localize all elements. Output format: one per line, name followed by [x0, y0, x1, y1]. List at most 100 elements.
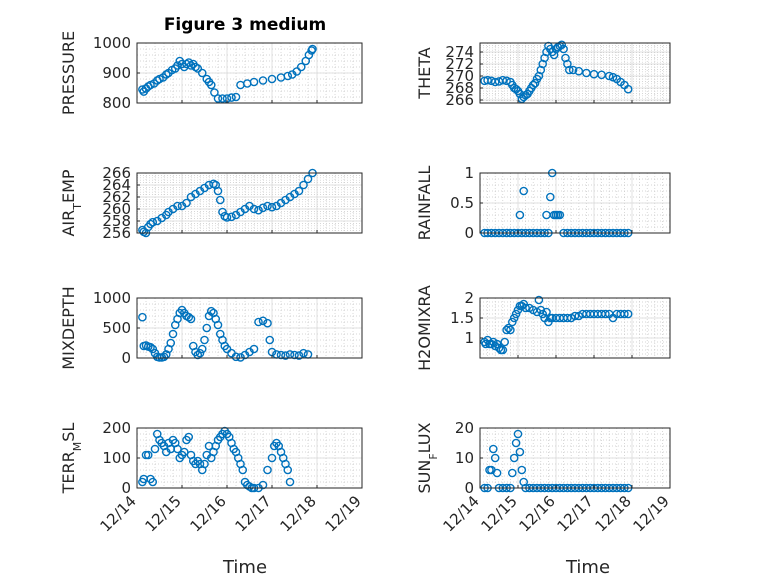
data-point	[506, 325, 515, 335]
y-tick-label: 100	[102, 449, 131, 467]
data-point	[555, 210, 565, 220]
figure-title: Figure 3 medium	[164, 15, 326, 35]
data-point	[507, 468, 517, 478]
data-point	[179, 447, 189, 457]
data-point	[530, 78, 540, 88]
x-axis-label-right: Time	[565, 557, 610, 578]
y-tick-label: 260	[102, 200, 131, 218]
data-point	[299, 180, 308, 190]
data-point	[143, 450, 153, 460]
data-point	[509, 313, 519, 323]
data-point	[236, 353, 245, 362]
y-tick-label: 2	[464, 289, 474, 307]
axes-frame	[479, 42, 671, 104]
data-point	[509, 453, 519, 463]
data-point	[500, 337, 510, 347]
data-point	[186, 314, 196, 324]
data-point	[283, 465, 293, 475]
y-tick-label: 266	[102, 164, 131, 182]
data-point	[150, 444, 160, 454]
y-axis-label: TERRMSL	[59, 423, 84, 495]
y-tick-label: 274	[445, 43, 474, 61]
y-tick-label: 256	[102, 224, 131, 242]
data-point	[222, 213, 232, 222]
data-point	[492, 468, 502, 478]
data-point	[515, 447, 525, 457]
data-point	[159, 352, 169, 362]
data-point	[166, 338, 176, 348]
y-tick-label: 800	[102, 94, 131, 112]
x-axis-label-left: Time	[222, 557, 267, 578]
y-tick-label: 900	[102, 64, 131, 82]
y-tick-label: 1.5	[450, 309, 474, 327]
data-point	[519, 299, 529, 309]
data-point	[502, 76, 511, 86]
axes-frame	[136, 172, 363, 234]
data-point	[490, 77, 500, 87]
data-point	[258, 76, 268, 85]
data-point	[206, 306, 216, 316]
data-point	[267, 453, 277, 463]
data-point	[502, 325, 511, 335]
data-point	[519, 477, 529, 487]
data-point	[281, 351, 290, 360]
data-point	[528, 80, 538, 90]
data-point	[200, 459, 209, 469]
y-axis-label: SUNFLUX	[415, 422, 440, 493]
y-tick-label: 262	[102, 188, 131, 206]
data-point	[299, 348, 308, 358]
data-point	[601, 309, 610, 319]
data-point	[623, 84, 633, 94]
data-point	[507, 317, 517, 327]
data-point	[538, 59, 548, 69]
y-tick-label: 258	[102, 212, 131, 230]
data-point	[549, 50, 559, 60]
data-point	[267, 74, 277, 84]
data-point	[173, 444, 182, 454]
data-point	[561, 53, 570, 63]
data-point	[559, 44, 568, 54]
data-point	[557, 40, 567, 50]
data-point	[267, 202, 277, 212]
data-point	[249, 77, 259, 87]
data-point	[249, 204, 259, 214]
data-point	[231, 92, 241, 102]
panel-6: 1 1.5 2 H2OMIXRA	[415, 285, 671, 371]
data-point	[168, 329, 178, 339]
data-point	[492, 339, 502, 349]
data-point	[536, 65, 546, 75]
data-point	[184, 432, 194, 442]
y-tick-label: 272	[445, 55, 474, 73]
data-point	[536, 305, 546, 315]
data-point	[231, 352, 241, 362]
data-point	[488, 444, 498, 454]
data-point	[534, 295, 544, 305]
data-point	[303, 174, 313, 184]
data-point	[511, 438, 521, 448]
data-point	[249, 344, 259, 354]
data-point	[263, 201, 272, 211]
y-tick-label: 0	[121, 349, 131, 367]
y-axis-label: H2OMIXRA	[415, 285, 434, 371]
data-point	[290, 350, 299, 360]
y-axis-label: AIRTEMP	[59, 169, 84, 236]
data-point	[481, 339, 491, 349]
data-point	[238, 465, 248, 475]
axes-frame	[479, 297, 671, 359]
data-point	[213, 94, 223, 103]
data-point	[574, 66, 584, 76]
data-point	[146, 219, 155, 229]
y-axis-label: RAINFALL	[415, 166, 434, 241]
data-point	[258, 316, 268, 326]
y-tick-label: 270	[445, 67, 474, 85]
data-point	[254, 317, 263, 327]
panel-1: 800 900 1000 PRESSURE	[59, 31, 363, 115]
data-point	[308, 44, 317, 54]
data-point	[265, 335, 275, 345]
data-point	[521, 303, 530, 313]
data-point	[173, 201, 182, 211]
